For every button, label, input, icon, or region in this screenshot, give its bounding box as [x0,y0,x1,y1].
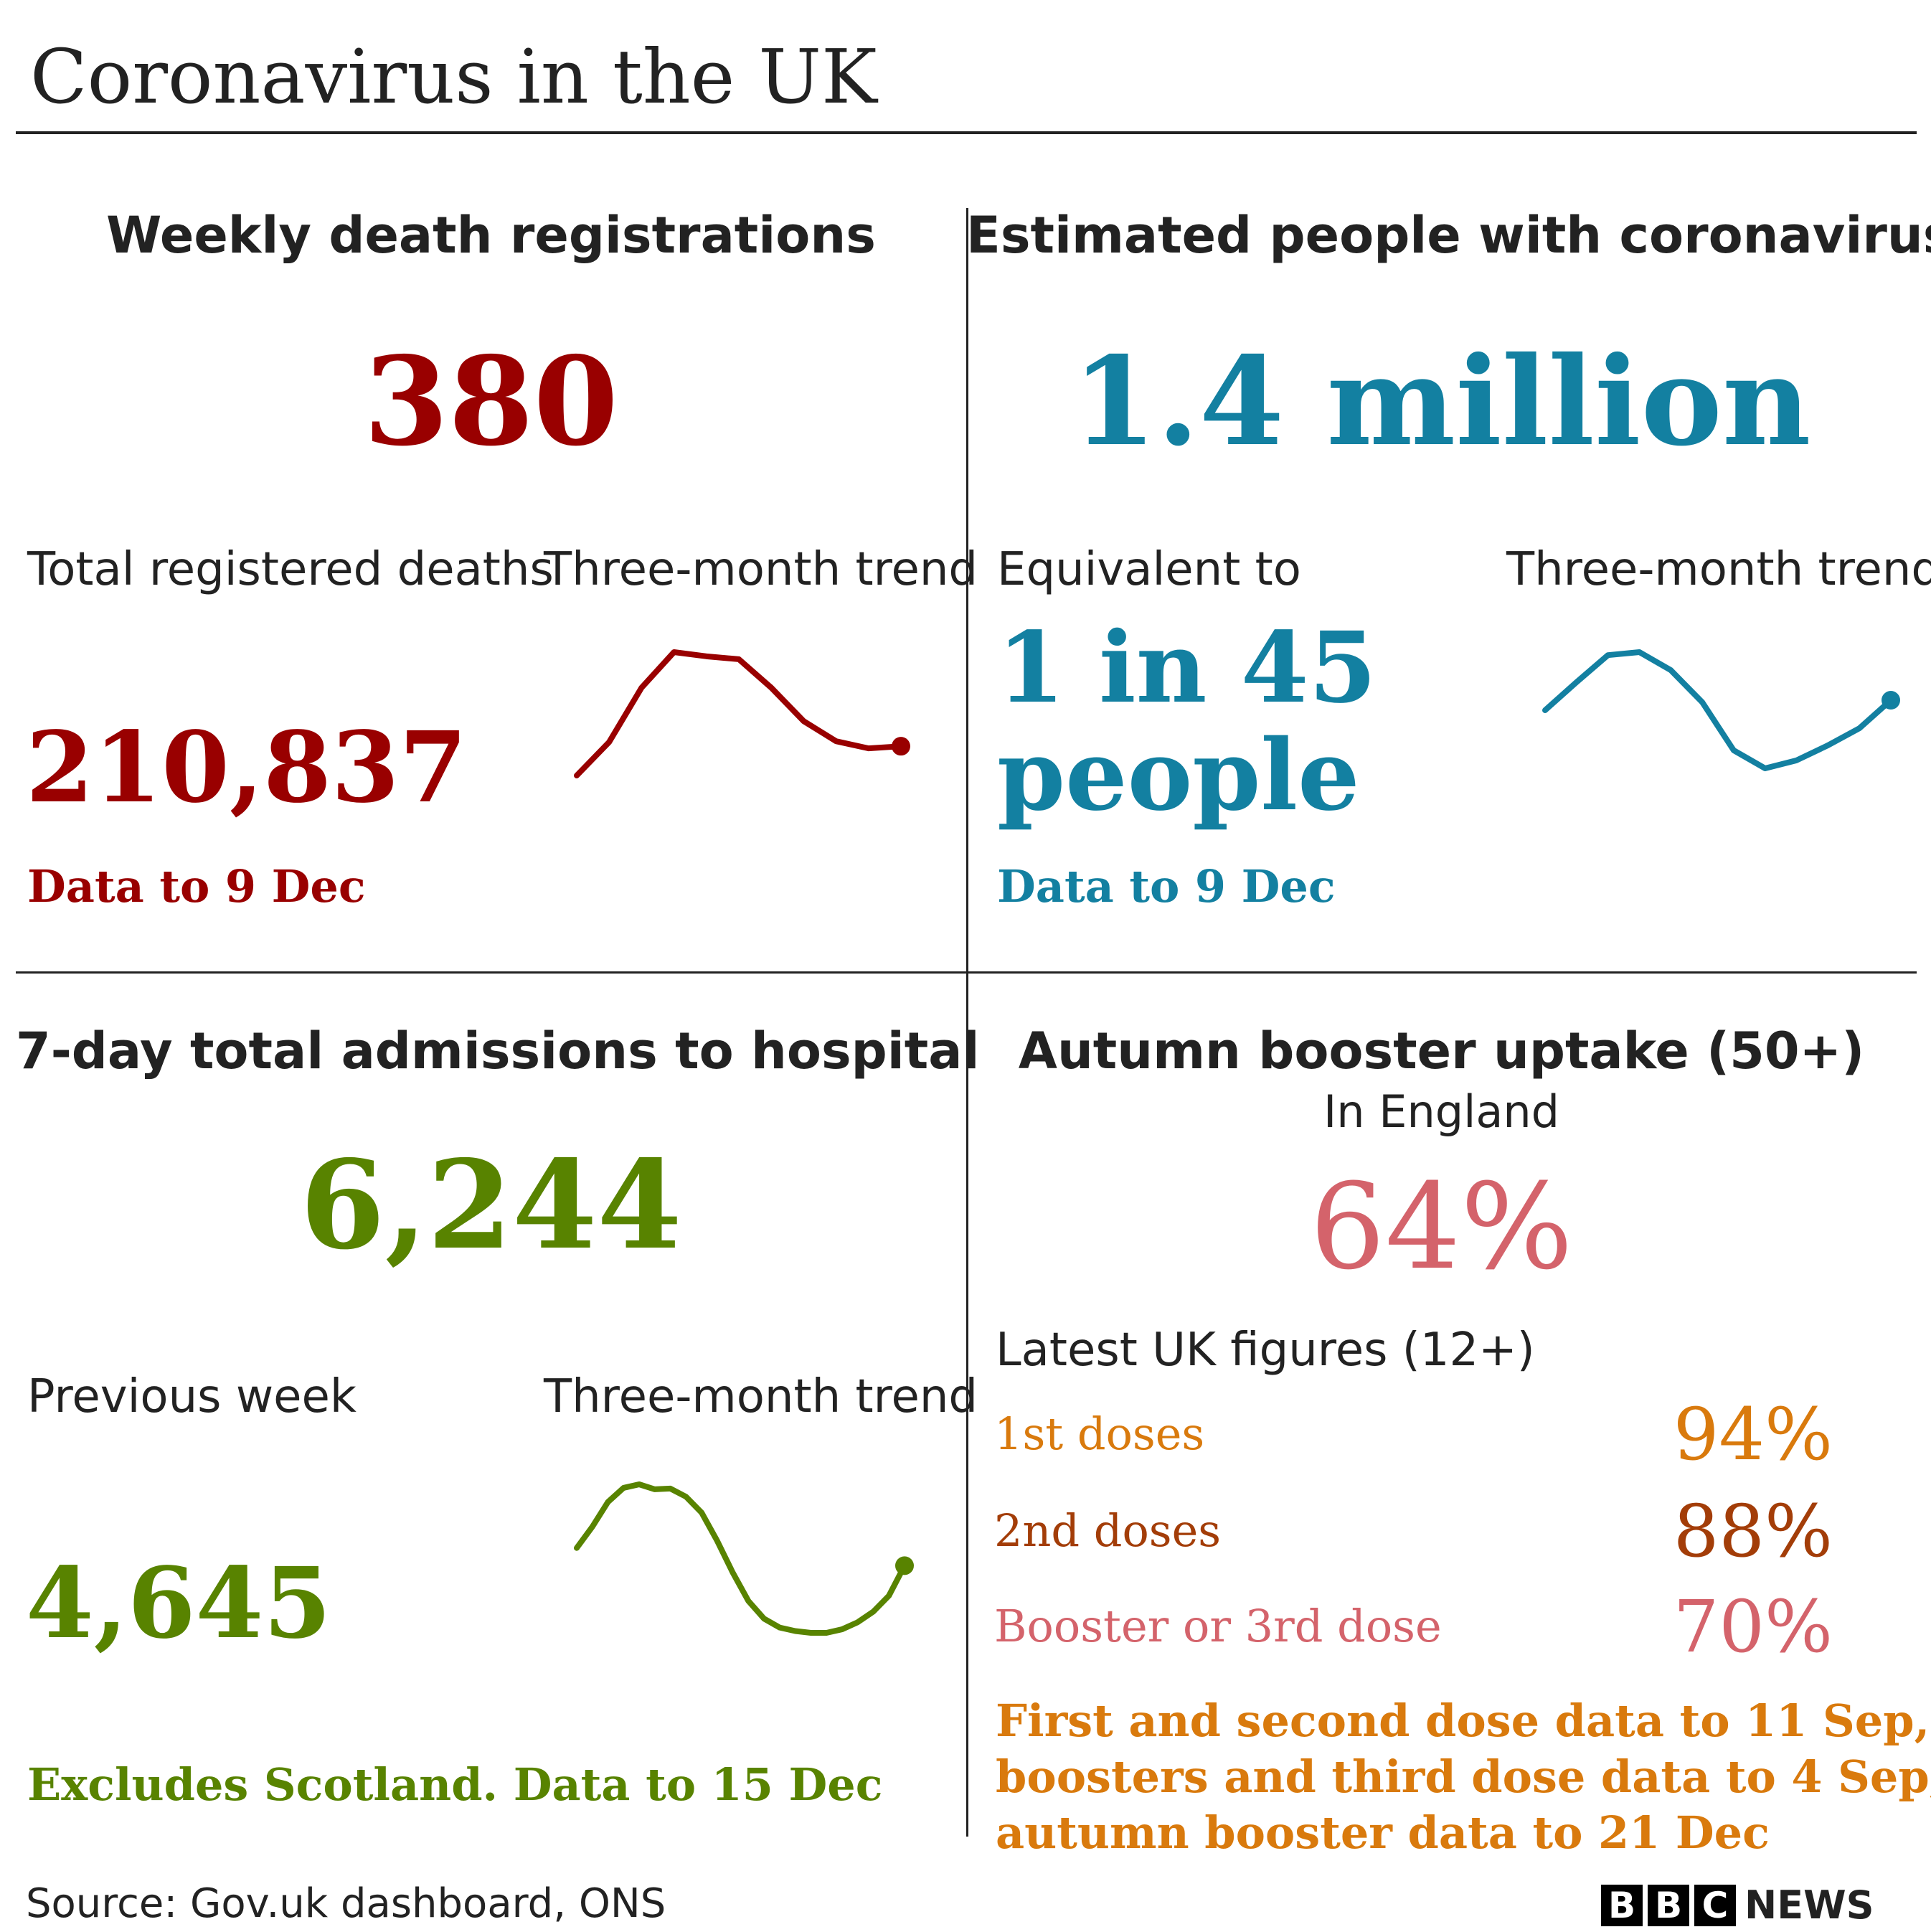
infections-trend-end-point [1882,691,1900,710]
logo-letter-b2: B [1648,1885,1689,1926]
deaths-note: Data to 9 Dec [27,860,366,913]
vaccines-note-line2: boosters and third dose data to 4 Sep, [996,1750,1931,1803]
third-doses-label: Booster or 3rd dose [994,1600,1442,1652]
hospital-trend-end-point [895,1556,914,1575]
infections-trend-label: Three-month trend [1506,543,1931,596]
hospital-note: Excludes Scotland. Data to 15 Dec [27,1758,883,1811]
deaths-total-value: 210,837 [26,710,468,825]
deaths-trend-chart [574,649,910,778]
hospital-prev-value: 4,645 [26,1546,331,1661]
vaccines-note-line3: autumn booster data to 21 Dec [996,1806,1770,1859]
second-doses-value: 88% [1673,1489,1833,1573]
infections-trend-chart [1542,649,1900,771]
infections-headline: 1.4 million [1072,330,1811,473]
infections-note: Data to 9 Dec [997,860,1336,913]
infections-equiv-line2: people [997,718,1360,833]
infections-equiv-label: Equivalent to [997,543,1301,596]
horizontal-divider [16,971,1917,974]
logo-letter-c: C [1694,1885,1736,1926]
third-doses-value: 70% [1673,1585,1833,1669]
source-note: Source: Gov.uk dashboard, ONS [26,1880,666,1927]
logo-word-news: NEWS [1744,1882,1874,1928]
vaccines-heading: Autumn booster uptake (50+) [1018,1022,1865,1080]
hospital-headline: 6,244 [300,1134,682,1277]
first-doses-label: 1st doses [994,1408,1205,1460]
hospital-heading: 7-day total admissions to hospital [16,1022,980,1080]
infections-equiv-line1: 1 in 45 [997,611,1377,725]
infections-heading: Estimated people with coronavirus [966,206,1931,265]
vertical-divider [966,208,968,1837]
hospital-trend-line [574,1481,907,1636]
vaccines-note-line1: First and second dose data to 11 Sep, [996,1695,1930,1747]
deaths-heading: Weekly death registrations [106,206,876,265]
vaccines-headline: 64% [1310,1158,1573,1296]
deaths-headline: 380 [364,330,618,473]
deaths-total-label: Total registered deaths [27,543,554,596]
hospital-trend-label: Three-month trend [544,1370,978,1423]
hospital-trend-chart [574,1481,914,1636]
infections-trend-line [1542,649,1894,771]
hospital-prev-label: Previous week [27,1370,357,1423]
first-doses-value: 94% [1673,1393,1833,1476]
deaths-trend-line [574,649,904,778]
vaccines-uk-label: Latest UK figures (12+) [996,1324,1535,1377]
second-doses-label: 2nd doses [994,1504,1222,1557]
deaths-trend-end-point [892,737,910,756]
title-rule [16,131,1917,134]
page-title: Coronavirus in the UK [30,33,877,121]
deaths-trend-label: Three-month trend [544,543,978,596]
vaccines-subheading: In England [1323,1085,1559,1138]
logo-letter-b1: B [1601,1885,1643,1926]
